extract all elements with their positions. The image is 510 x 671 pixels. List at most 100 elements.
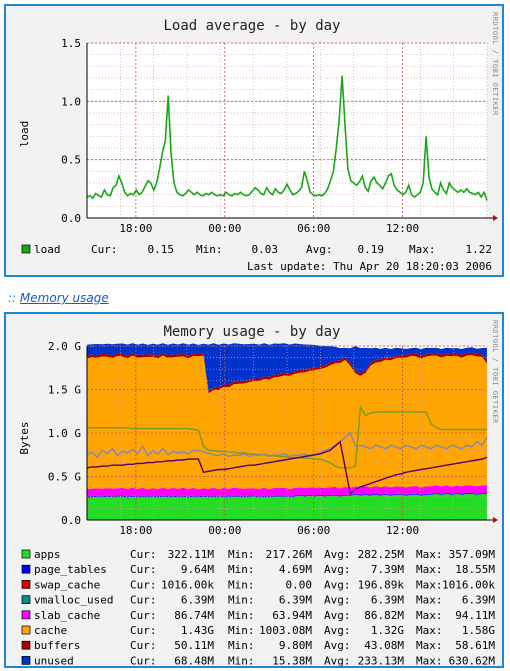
legend: apps Cur: 322.11M Min: 217.26M Avg: 282.25M Max… (21, 548, 496, 666)
legend-label: page_tables (34, 563, 107, 576)
legend-cur-label: Cur: (130, 609, 157, 622)
legend-cur-label: Cur: (130, 654, 157, 666)
legend-max-value: 94.11M (455, 609, 495, 622)
y-tick-label: 1.0 (61, 95, 81, 108)
legend-swatch-unused (21, 656, 31, 665)
y-tick-label: 0.5 (61, 154, 81, 167)
legend-swatch-load (21, 244, 31, 254)
y-tick-label: 1.0 G (48, 427, 81, 440)
last-update: Last update: Thu Apr 20 18:20:03 2006 (247, 260, 492, 273)
legend-cur-value: 68.48M (174, 654, 214, 666)
legend-cur-value: 322.11M (168, 548, 215, 561)
legend-avg-value: 6.39M (371, 594, 404, 607)
y-axis-label: Bytes (18, 421, 31, 454)
legend-cur-label: Cur: (130, 578, 157, 591)
legend-avg-label: Avg: (324, 639, 351, 652)
overlay-line-mapped (86, 431, 488, 459)
rrdtool-credit: RRDTOOL / TOBI OETIKER (491, 320, 499, 424)
legend-avg-value: 1.32G (371, 624, 404, 637)
legend-max-label: Max: (416, 594, 443, 607)
y-tick-label: 0.5 G (48, 471, 81, 484)
chart-title: Load average - by day (163, 18, 340, 34)
legend-avg-value: 0.19 (358, 243, 385, 256)
legend-min-value: 217.26M (266, 548, 313, 561)
legend-swatch-swap_cache (21, 580, 31, 589)
legend-max-value: 58.61M (455, 639, 495, 652)
legend-cur-value: 9.64M (181, 563, 214, 576)
x-axis-arrow (493, 215, 498, 221)
legend-avg-label: Avg: (324, 624, 351, 637)
legend-max-value: 1.22 (466, 243, 493, 256)
rrdtool-credit: RRDTOOL / TOBI OETIKER (491, 12, 499, 116)
overlay-line-committed (87, 404, 487, 469)
legend-avg-label: Avg: (324, 594, 351, 607)
legend-max-value: 6.39M (462, 594, 495, 607)
x-tick-label: 18:00 (119, 222, 152, 235)
x-axis-arrow (493, 517, 498, 523)
x-tick-label: 00:00 (208, 524, 241, 537)
overlay-line-buffers-line (86, 440, 488, 496)
legend-avg-label: Avg: (324, 563, 351, 576)
legend-min-label: Min: (196, 243, 223, 256)
legend-label: vmalloc_used (34, 594, 113, 607)
x-tick-label: 00:00 (208, 222, 241, 235)
legend-label: buffers (34, 639, 80, 652)
x-tick-label: 18:00 (119, 524, 152, 537)
legend-max-label: Max: (416, 548, 443, 561)
legend-max-label: Max: (416, 639, 443, 652)
legend-cur-value: 50.11M (174, 639, 214, 652)
legend-min-label: Min: (228, 548, 255, 561)
legend-swatch-cache (21, 625, 31, 635)
legend-label: unused (34, 654, 74, 666)
legend-max-value: 630.62M (449, 654, 496, 666)
legend-avg-label: Avg: (324, 578, 351, 591)
legend-max-label: Max: (409, 243, 436, 256)
x-tick-label: 06:00 (297, 524, 330, 537)
legend-cur-label: Cur: (130, 639, 157, 652)
legend-min-label: Min: (228, 578, 255, 591)
section-link: :: Memory usage (8, 291, 109, 305)
legend-cur-value: 1016.00k (161, 578, 214, 591)
load-chart-svg: Load average - by day RRDTOOL / TOBI OET… (18, 12, 499, 273)
legend-min-value: 4.69M (279, 563, 312, 576)
legend-max-value: 1.58G (462, 624, 495, 637)
legend-max-label: Max: (416, 609, 443, 622)
series-area-buffers (87, 352, 487, 394)
legend-max-value: 1016.00k (442, 578, 495, 591)
legend-max-value: 18.55M (455, 563, 495, 576)
legend: load Cur: 0.15 Min: 0.03 Avg: 0.19 Max: 1.22 (21, 243, 493, 256)
legend-avg-label: Avg: (324, 548, 351, 561)
x-tick-label: 12:00 (386, 222, 419, 235)
section-separator: :: (8, 291, 17, 305)
legend-label: slab_cache (34, 609, 100, 622)
legend-cur-value: 86.74M (174, 609, 214, 622)
legend-swatch-slab_cache (21, 610, 31, 620)
legend-min-label: Min: (228, 654, 255, 666)
legend-avg-value: 196.89k (358, 578, 405, 591)
legend-swatch-page_tables (21, 564, 31, 574)
legend-min-value: 63.94M (272, 609, 312, 622)
plot-area: 0.0 0.5 G 1.0 G 1.5 G 2.0 G 18:00 00:00 06:00 12… (48, 340, 498, 537)
legend-cur-value: 1.43G (181, 624, 214, 637)
x-tick-label: 06:00 (297, 222, 330, 235)
memory-usage-link[interactable]: Memory usage (19, 291, 109, 305)
legend-min-value: 1003.08M (259, 624, 312, 637)
series-line-load (86, 75, 488, 201)
legend-avg-value: 282.25M (358, 548, 405, 561)
legend-max-label: Max: (416, 654, 443, 666)
legend-min-value: 9.80M (279, 639, 312, 652)
memory-chart-svg: Memory usage - by day RRDTOOL / TOBI OET… (18, 320, 499, 666)
legend-avg-label: Avg: (324, 609, 351, 622)
legend-swatch-vmalloc_used (21, 595, 31, 604)
legend-min-label: Min: (228, 624, 255, 637)
legend-min-label: Min: (228, 639, 255, 652)
legend-max-value: 357.09M (449, 548, 496, 561)
legend-swatch-apps (21, 549, 31, 559)
legend-avg-value: 86.82M (364, 609, 404, 622)
memory-chart-panel: Memory usage - by day RRDTOOL / TOBI OET… (4, 312, 504, 668)
legend-swatch-buffers (21, 640, 31, 650)
legend-max-label: Max: (416, 624, 443, 637)
load-chart-panel: Load average - by day RRDTOOL / TOBI OET… (4, 4, 504, 277)
legend-min-value: 0.03 (252, 243, 279, 256)
legend-avg-label: Avg: (306, 243, 333, 256)
